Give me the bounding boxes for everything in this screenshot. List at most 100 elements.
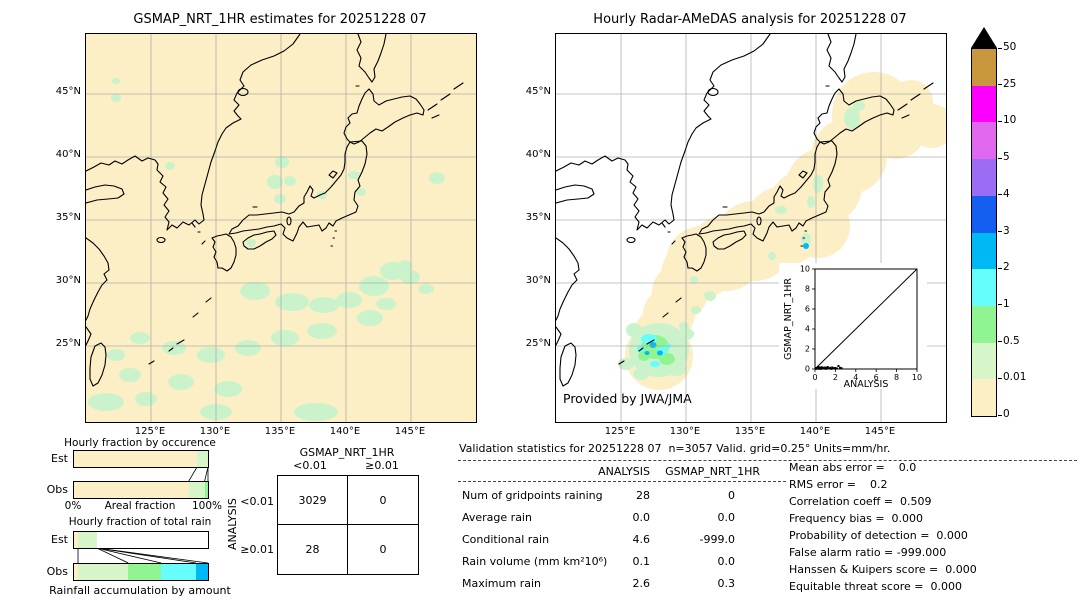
inset-x-tick-label: 6 — [874, 373, 879, 382]
bar-segment — [128, 564, 162, 580]
inset-y-tick-label: 4 — [805, 325, 810, 334]
colorbar-tick-label: 25 — [1003, 77, 1017, 90]
scatter-point — [840, 367, 843, 370]
lat-tick-label: 45°N — [55, 86, 81, 97]
gsmap-estimate-map — [85, 33, 477, 423]
divider — [458, 481, 786, 482]
totalrain-obs-bar — [73, 563, 209, 581]
colorbar-segment — [972, 159, 996, 196]
bar-segment — [161, 564, 196, 580]
colorbar-segment — [972, 342, 996, 380]
colorbar-tick-label: 1 — [1003, 297, 1010, 310]
colorbar-segment — [972, 232, 996, 270]
colorbar-tick-label: 4 — [1003, 187, 1010, 200]
colorbar-tick — [998, 84, 1002, 86]
inset-y-tick-label: 8 — [805, 285, 810, 294]
validation-row-label: Num of gridpoints raining — [462, 489, 603, 502]
totalrain-chart-title: Hourly fraction of total rain — [68, 516, 212, 528]
lon-tick-label: 125°E — [134, 426, 166, 437]
colorbar-segment — [972, 85, 996, 123]
scatter-point — [834, 367, 837, 369]
inset-y-tick-label: 10 — [800, 265, 810, 274]
validation-gsmap-value: 0.0 — [717, 555, 736, 568]
scatter-point — [838, 366, 841, 369]
radar-amedas-map: 0 0 2 2 4 4 6 6 8 8 10 10 ANALYSIS GSMAP_NRT_1HR Prov… — [555, 33, 947, 423]
inset-y-tick-label: 0 — [805, 365, 810, 374]
occurrence-connectors — [188, 467, 209, 481]
bar-connector — [188, 467, 198, 481]
coastlines — [86, 34, 464, 387]
lon-tick-label: 135°E — [734, 426, 766, 437]
lat-tick-label: 35°N — [525, 212, 551, 223]
colorbar-tick — [998, 267, 1002, 269]
score-line: Hanssen & Kuipers score = 0.000 — [789, 563, 977, 576]
inset-scatter-panel: 0 0 2 2 4 4 6 6 8 8 10 10 ANALYSIS GSMAP_NRT_1HR — [779, 263, 927, 389]
validation-analysis-value: 28 — [636, 489, 650, 502]
lat-tick-label: 40°N — [525, 149, 551, 160]
lon-tick-label: 145°E — [394, 426, 426, 437]
occurrence-est-bar — [73, 450, 209, 468]
scatter-point — [824, 366, 827, 369]
lat-tick-label: 25°N — [525, 338, 551, 349]
colorbar-overflow-triangle — [971, 27, 997, 48]
validation-gsmap-value: -999.0 — [699, 533, 735, 546]
bar-segment — [74, 532, 79, 548]
contingency-table: 3029 0 28 0 — [277, 475, 419, 575]
score-line: Frequency bias = 0.000 — [789, 512, 924, 525]
scatter-point — [829, 366, 832, 369]
occurrence-chart-title: Hourly fraction by occurence — [64, 437, 216, 449]
inset-diagonal-line — [814, 268, 918, 370]
bar-connector — [96, 548, 129, 563]
scatter-point — [831, 366, 834, 369]
contingency-row-label-ge: ≥0.01 — [240, 543, 274, 556]
validation-gsmap-value: 0.3 — [717, 577, 736, 590]
bar-segment — [74, 451, 197, 467]
bar-segment — [188, 482, 205, 498]
left-map-title: GSMAP_NRT_1HR estimates for 20251228 07 — [133, 12, 427, 27]
inset-y-tick-label: 6 — [805, 305, 810, 314]
contingency-cell: 0 — [379, 543, 387, 556]
validation-row-label: Maximum rain — [462, 577, 541, 590]
contingency-cell: 28 — [278, 525, 348, 574]
scatter-point — [821, 367, 824, 370]
validation-analysis-value: 0.1 — [632, 555, 651, 568]
scatter-point — [817, 366, 820, 368]
heavy-precip-patches — [637, 334, 671, 367]
scatter-point — [820, 367, 823, 370]
contingency-cell: 0 — [348, 476, 418, 525]
grid-lines — [86, 34, 476, 422]
lon-tick-label: 130°E — [199, 426, 231, 437]
totalrain-obs-label: Obs — [46, 565, 68, 578]
divider — [458, 460, 1077, 461]
validation-gsmap-value: 0.0 — [717, 511, 736, 524]
colorbar — [971, 48, 997, 417]
scatter-point — [825, 367, 828, 369]
colorbar-tick — [998, 120, 1002, 122]
colorbar-tick-label: 2 — [1003, 261, 1010, 274]
inset-x-tick-label: 2 — [833, 373, 838, 382]
score-line: RMS error = 0.2 — [789, 478, 888, 491]
inset-xlabel: ANALYSIS — [844, 379, 889, 389]
totalrain-connectors — [77, 548, 209, 563]
lon-tick-label: 145°E — [864, 426, 896, 437]
lat-tick-label: 40°N — [55, 149, 81, 160]
bar-segment — [204, 482, 208, 498]
lon-tick-label: 130°E — [669, 426, 701, 437]
bar-connector — [204, 467, 209, 481]
occurrence-x100-label: 100% — [191, 500, 223, 512]
lat-tick-label: 30°N — [525, 275, 551, 286]
bar-connector — [96, 548, 209, 563]
occurrence-obs-bar — [73, 481, 209, 499]
colorbar-segment — [972, 49, 996, 86]
bar-segment — [74, 482, 189, 498]
validation-gsmap-value: 0 — [728, 489, 735, 502]
occurrence-x0-label: 0% — [64, 500, 82, 512]
bar-segment — [197, 451, 208, 467]
colorbar-tick — [998, 341, 1002, 343]
lat-tick-label: 30°N — [55, 275, 81, 286]
score-line: Correlation coeff = 0.509 — [789, 495, 932, 508]
lon-tick-label: 135°E — [264, 426, 296, 437]
inset-y-tick-label: 2 — [805, 345, 810, 354]
colorbar-tick-label: 3 — [1003, 224, 1010, 237]
